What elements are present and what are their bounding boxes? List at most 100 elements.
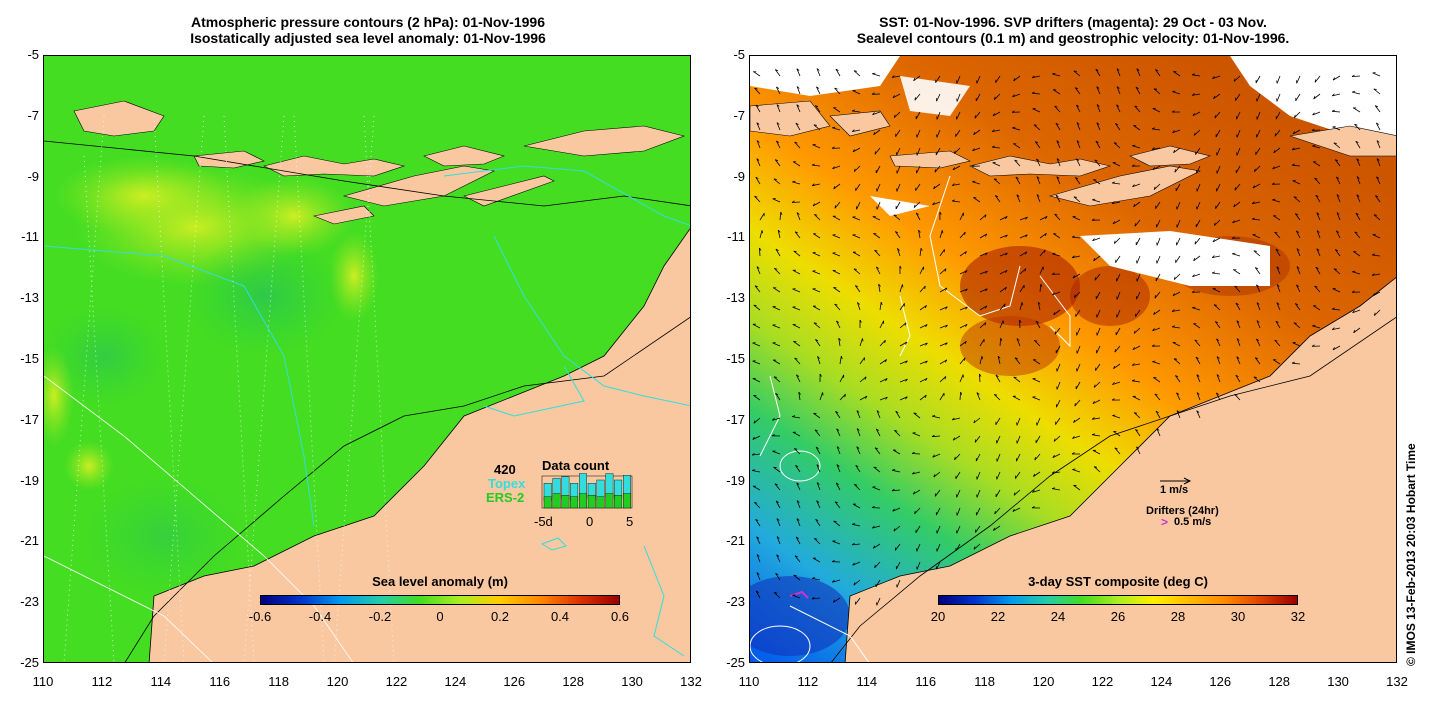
velocity-arrow [972,147,981,152]
left-x-tick: 112 [91,674,113,689]
velocity-arrow [994,195,1001,203]
velocity-arrow [1233,201,1241,208]
right-title-line2: Sealevel contours (0.1 m) and geostrophi… [856,30,1290,46]
velocity-arrow [1152,108,1161,113]
velocity-arrow [755,176,761,185]
velocity-arrowhead [756,140,760,143]
velocity-arrowhead [1332,77,1336,81]
velocity-arrowhead [854,483,858,486]
velocity-arrow [795,536,801,545]
velocity-arrow [936,561,941,570]
velocity-arrowhead [793,250,797,252]
velocity-arrowhead [912,471,915,475]
velocity-arrow [1092,434,1101,437]
velocity-arrowhead [1315,266,1319,270]
velocity-arrow [979,338,985,347]
velocity-arrow [939,359,948,365]
velocity-arrow [773,592,781,599]
velocity-arrowhead [1232,220,1235,224]
velocity-arrowhead [892,469,896,471]
velocity-arrow [956,111,961,120]
velocity-arrowhead [1235,374,1239,378]
velocity-arrowhead [1056,176,1060,179]
velocity-arrow [1135,86,1141,95]
velocity-arrowhead [1196,410,1200,413]
velocity-arrow [1174,165,1181,173]
data-count-axis-minus5d: -5d [534,514,553,529]
velocity-arrowhead [893,528,896,532]
velocity-arrow [1216,374,1221,383]
velocity-arrowhead [792,594,796,596]
velocity-arrowhead [872,545,876,549]
velocity-arrowhead [1356,158,1360,161]
velocity-arrowhead [1111,398,1115,401]
velocity-arrowhead [893,214,897,216]
velocity-arrow [1056,363,1061,372]
velocity-arrowhead [1031,91,1035,94]
velocity-arrowhead [1044,249,1046,253]
velocity-arrowhead [914,510,916,514]
velocity-arrow [972,181,981,185]
velocity-arrow [1039,232,1047,239]
velocity-arrowhead [754,502,758,504]
velocity-arrowhead [1034,457,1036,461]
velocity-arrowhead [965,288,968,292]
velocity-arrow [1152,327,1161,332]
velocity-arrow [815,446,821,455]
velocity-arrow [999,320,1004,329]
velocity-arrowhead [1193,132,1196,136]
velocity-arrow [1052,73,1061,77]
velocity-arrow [939,392,945,401]
velocity-arrowhead [831,146,835,149]
velocity-arrow [1116,291,1121,300]
velocity-arrow [1256,338,1261,347]
velocity-arrow [792,161,801,167]
velocity-arrow [1037,302,1041,311]
velocity-arrowhead [1005,270,1008,274]
velocity-arrowhead [1276,284,1280,287]
velocity-arrowhead [944,359,948,363]
velocity-arrowhead [1175,375,1179,378]
velocity-arrowhead [993,96,996,100]
velocity-arrow [793,574,801,581]
velocity-arrowhead [995,374,999,378]
velocity-arrowhead [1293,322,1297,324]
velocity-arrow [1052,89,1061,95]
velocity-arrowhead [853,70,857,72]
ers2-bar [561,495,570,509]
velocity-arrow [1012,127,1021,131]
velocity-arrowhead [964,231,966,235]
velocity-arrow [878,284,881,293]
velocity-arrow [796,212,801,221]
velocity-arrow [899,396,908,401]
sst-colorbar-tick: 20 [930,609,946,624]
velocity-arrowhead [836,464,840,467]
sea-level-colorbar-tick: 0.2 [490,609,510,624]
velocity-arrowhead [1076,140,1080,143]
velocity-arrow [774,483,781,491]
velocity-arrowhead [816,68,820,71]
velocity-arrow [1356,158,1361,167]
velocity-arrowhead [871,505,875,508]
velocity-arrowhead [1274,133,1276,137]
velocity-arrow [1116,309,1121,318]
velocity-arrowhead [1076,158,1080,161]
velocity-arrowhead [981,356,984,360]
velocity-arrow [775,248,781,257]
velocity-arrow [1276,302,1281,311]
velocity-arrow [1172,291,1181,297]
velocity-arrowhead [833,185,836,190]
velocity-arrowhead [932,415,936,417]
left-y-tick: -13 [20,290,39,306]
velocity-arrowhead [1093,257,1096,262]
velocity-arrowhead [1133,203,1136,207]
velocity-arrowhead [1016,338,1020,341]
velocity-arrow [996,435,1001,444]
velocity-arrow [1034,453,1041,461]
velocity-arrow [916,129,921,138]
velocity-arrow [1152,361,1161,365]
velocity-arrow [1075,381,1081,390]
velocity-arrow [855,465,861,473]
velocity-arrowhead [1116,104,1120,107]
velocity-arrow [1313,93,1321,100]
